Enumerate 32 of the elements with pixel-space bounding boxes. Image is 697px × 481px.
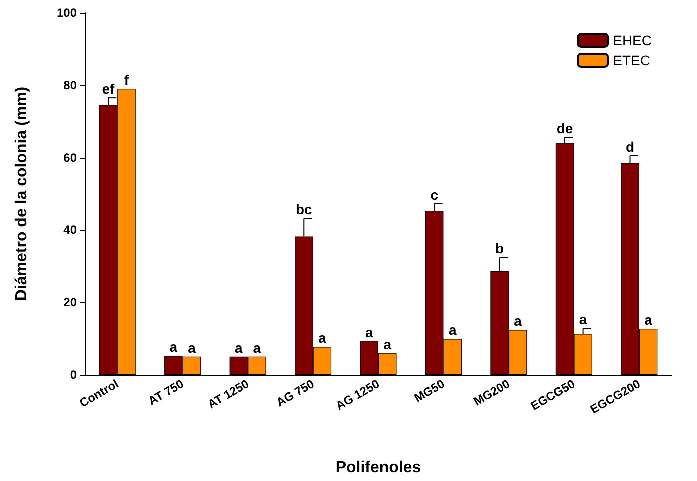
data-label: a — [188, 340, 196, 356]
x-tick-label: AG 750 — [274, 376, 318, 410]
data-label: a — [253, 340, 262, 356]
y-axis-title: Diámetro de la colonia (mm) — [14, 86, 30, 302]
data-label: bc — [296, 202, 313, 218]
data-label: ef — [102, 81, 116, 98]
data-label: a — [579, 312, 588, 328]
data-label: de — [556, 120, 574, 137]
x-axis-title: Polifenoles — [336, 460, 422, 476]
data-label: a — [365, 324, 374, 340]
x-tick-label: AT 1250 — [206, 376, 252, 412]
data-label: b — [496, 240, 504, 257]
data-label: f — [124, 72, 130, 88]
y-tick-label: 80 — [64, 78, 78, 92]
y-tick-label: 60 — [64, 150, 78, 165]
legend-label: ETEC — [613, 52, 650, 68]
data-label: a — [384, 336, 392, 352]
data-label: d — [626, 138, 635, 155]
data-label: a — [644, 312, 653, 328]
data-label: a — [318, 330, 327, 346]
x-tick-label: AT 750 — [146, 376, 187, 408]
data-label: c — [430, 186, 439, 203]
x-tick-label: AG 1250 — [333, 376, 382, 414]
data-label: a — [235, 340, 244, 356]
data-label: a — [170, 339, 178, 356]
data-label: a — [448, 322, 457, 338]
y-tick-label: 20 — [64, 296, 78, 310]
y-tick-label: 0 — [70, 368, 78, 382]
y-tick-label: 40 — [64, 223, 78, 238]
y-tick-label: 100 — [56, 6, 78, 20]
legend-label: EHEC — [613, 32, 652, 48]
data-label: a — [514, 313, 522, 330]
